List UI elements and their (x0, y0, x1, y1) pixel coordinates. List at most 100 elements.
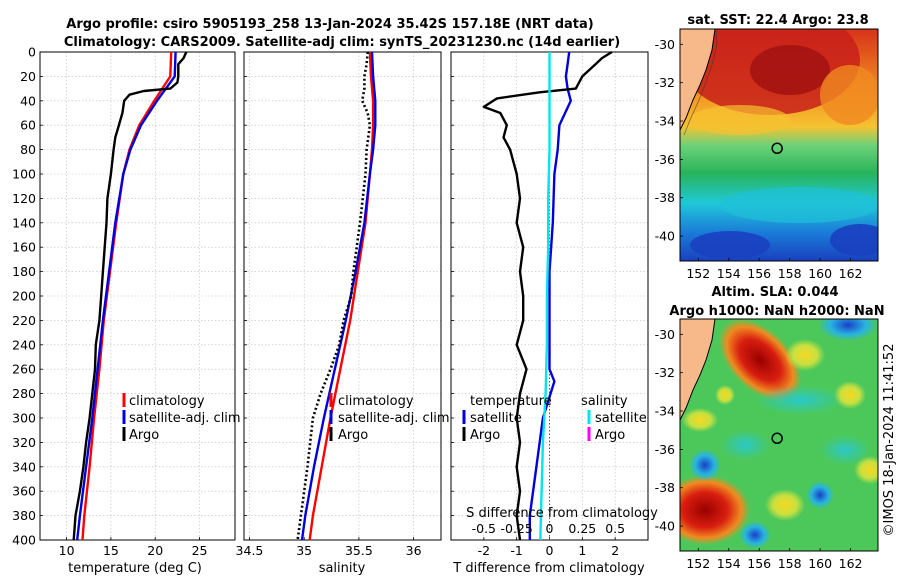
lon-tick-label: 158 (778, 266, 802, 281)
temperature-grid (40, 51, 235, 541)
sst-lat-ticks: -30 -32 -34 -36 -38 -40 (655, 37, 683, 244)
lat-tick-label: -34 (655, 404, 675, 419)
temperature-lines (72, 51, 188, 541)
depth-tick-label: 100 (12, 167, 36, 182)
sla-land (680, 319, 715, 420)
sst-map: sat. SST: 22.4 Argo: 23.8 -30-32-34-36-3… (655, 13, 879, 281)
x-tick-label: 2 (611, 543, 619, 558)
legend-s-argo: Argo (595, 428, 625, 443)
difference-top-label: S difference from climatology (466, 506, 658, 521)
difference-xlabel: T difference from climatology (452, 561, 645, 576)
series-line-argo (296, 51, 372, 541)
lat-tick-label: -40 (655, 229, 675, 244)
legend-t-argo: Argo (470, 428, 500, 443)
lon-tick-label: 162 (839, 556, 863, 571)
x-tick-label: 15 (103, 543, 119, 558)
lon-tick-label: 152 (686, 556, 710, 571)
sst-field (680, 29, 878, 261)
sla-map-frame (679, 318, 879, 552)
temperature-axes-box (39, 51, 236, 541)
lat-tick-label: -32 (655, 365, 675, 380)
lat-tick-label: -40 (655, 519, 675, 534)
salinity-difference-ticks: -0.5 -0.25 0 0.25 0.5 (472, 521, 625, 536)
depth-tick-label: 320 (12, 435, 36, 450)
depth-tick-label: 300 (12, 411, 36, 426)
lon-tick-label: 156 (747, 266, 771, 281)
salinity-axes-box (243, 51, 442, 541)
x-tick-label: 36 (406, 543, 422, 558)
lat-tick-label: -30 (655, 327, 675, 342)
legend-t-satellite: satellite (470, 411, 522, 426)
depth-tick-label: 240 (12, 337, 36, 352)
depth-tick-label: 180 (12, 264, 36, 279)
depth-tick-label: 0 (28, 45, 36, 60)
x-tick-label: 0 (546, 543, 554, 558)
x2-tick-label: 0 (546, 521, 554, 536)
salinity-legend: climatology satellite-adj. clim Argo (329, 393, 450, 443)
series-line-argo (72, 51, 188, 541)
series-line-salinity-satellite (539, 52, 551, 541)
depth-tick-label: 20 (20, 69, 36, 84)
difference-xticks: -2 -1 0 1 2 (478, 543, 620, 558)
x-tick-label: 35 (296, 543, 312, 558)
depth-tick-label: 280 (12, 386, 36, 401)
sla-argo-marker (771, 432, 783, 445)
lon-tick-label: 154 (717, 556, 741, 571)
figure-title-line2: Climatology: CARS2009. Satellite-adj cli… (64, 35, 620, 50)
x-tick-label: 10 (59, 543, 75, 558)
depth-tick-label: 220 (12, 313, 36, 328)
depth-tick-label: 160 (12, 240, 36, 255)
sst-map-frame (679, 28, 879, 262)
legend-climatology: climatology (338, 394, 414, 409)
depth-tick-label: 40 (20, 93, 36, 108)
lat-tick-label: -32 (655, 75, 675, 90)
x-tick-label: 34.5 (236, 543, 264, 558)
temperature-panel: 10 15 20 25 temperature (deg C) climatology… (39, 51, 241, 576)
depth-tick-label: 400 (12, 533, 36, 548)
depth-tick-label: 340 (12, 459, 36, 474)
legend-argo: Argo (129, 428, 159, 443)
depth-axis: 0 20 40 60 80 100 120 140 160 180 200 220 240 260 280 3… (12, 45, 36, 548)
x-tick-label: 35.5 (345, 543, 373, 558)
depth-tick-label: 360 (12, 484, 36, 499)
lat-tick-label: -38 (655, 190, 675, 205)
legend-s-satellite: satellite (595, 411, 647, 426)
legend-argo: Argo (338, 428, 368, 443)
legend-climatology: climatology (129, 394, 205, 409)
legend-temperature-title: temperature (470, 394, 552, 409)
x-tick-label: -1 (510, 543, 522, 558)
sst-coastline (680, 29, 716, 131)
x-tick-label: 1 (578, 543, 586, 558)
difference-lines (482, 50, 613, 541)
x-tick-label: 20 (147, 543, 163, 558)
lon-tick-label: 162 (839, 266, 863, 281)
lat-tick-label: -36 (655, 442, 675, 457)
sst-map-title: sat. SST: 22.4 Argo: 23.8 (687, 13, 868, 28)
difference-legend: temperature salinity satellite Argo sate… (462, 394, 647, 443)
salinity-xlabel: salinity (319, 561, 366, 576)
depth-tick-label: 60 (20, 118, 36, 133)
legend-satellite: satellite-adj. clim (129, 411, 241, 426)
lat-tick-label: -30 (655, 37, 675, 52)
lat-tick-label: -34 (655, 114, 675, 129)
series-line-satellite-adj-clim (300, 51, 377, 541)
depth-tick-label: 260 (12, 362, 36, 377)
x2-tick-label: 0.25 (568, 521, 596, 536)
legend-satellite: satellite-adj. clim (338, 411, 450, 426)
temperature-legend: climatology satellite-adj. clim Argo (122, 393, 241, 443)
depth-tick-label: 380 (12, 508, 36, 523)
x2-tick-label: -0.25 (500, 521, 532, 536)
lon-tick-label: 154 (717, 266, 741, 281)
x-tick-label: -2 (478, 543, 490, 558)
series-line-satellite-adj-clim (76, 51, 177, 541)
depth-tick-label: 200 (12, 289, 36, 304)
temperature-xticks: 10 15 20 25 (59, 543, 208, 558)
series-line-climatology (81, 51, 173, 541)
series-line-temperature-satellite (528, 51, 572, 540)
salinity-panel: 34.5 35 35.5 36 salinity climatology satell… (236, 51, 450, 576)
lat-tick-label: -36 (655, 152, 675, 167)
sla-lat-ticks: -30 -32 -34 -36 -38 -40 (655, 327, 683, 534)
watermark: ©IMOS 18-Jan-2024 11:41:52 (882, 344, 897, 537)
lon-tick-label: 160 (808, 266, 832, 281)
salinity-grid (244, 51, 441, 541)
